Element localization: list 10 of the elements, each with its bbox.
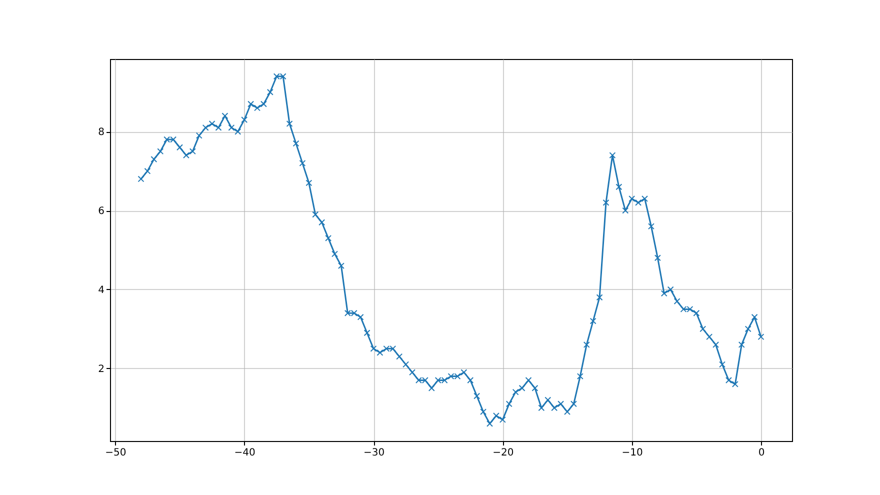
x-tick-label: 0 <box>758 448 765 458</box>
x-tick-label: −40 <box>234 448 256 458</box>
x-tick-label: −10 <box>622 448 643 458</box>
y-tick-label: 2 <box>98 364 104 375</box>
x-tick-label: −30 <box>363 448 385 458</box>
y-tick-label: 6 <box>98 206 104 218</box>
x-tick-label: −50 <box>105 448 126 458</box>
x-tick-label: −20 <box>492 448 514 458</box>
y-tick-label: 4 <box>98 284 104 296</box>
y-tick-label: 8 <box>98 127 104 138</box>
